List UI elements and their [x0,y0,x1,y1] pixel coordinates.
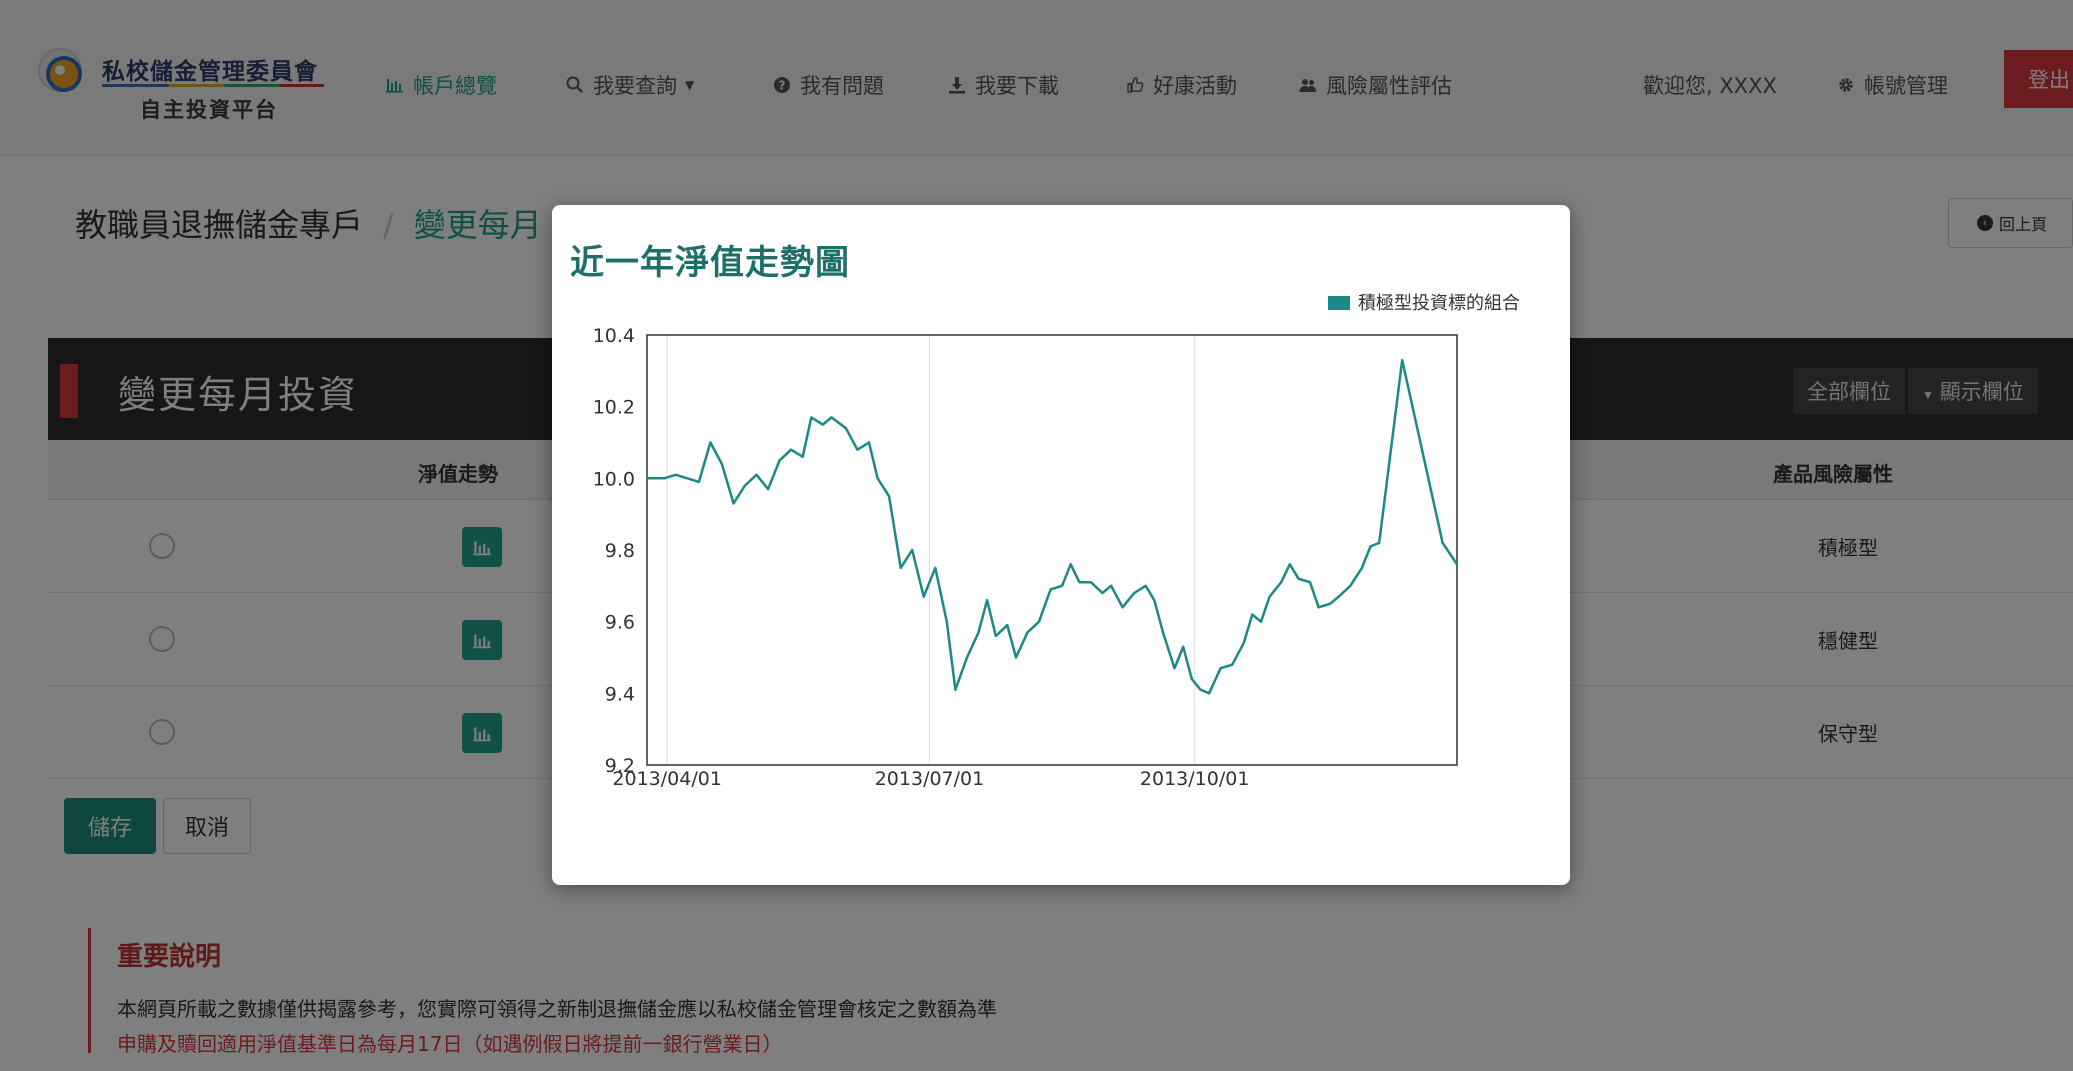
y-tick-label: 9.6 [605,612,635,634]
series-line [647,358,1459,695]
x-tick-label: 2013/04/01 [612,768,722,790]
x-tick-label: 2013/07/01 [875,768,985,790]
y-tick-label: 9.4 [605,683,635,705]
nav-line-chart: 2013/04/01 2013/07/01 2013/10/01 9.2 9.4 9.6 9… [593,293,1520,790]
nav-trend-modal: 近一年淨值走勢圖 2013/04/01 2013/07/01 2013/10/01 9… [552,205,1570,885]
legend-label: 積極型投資標的組合 [1358,293,1520,314]
legend-swatch [1328,296,1350,310]
y-tick-label: 10.4 [593,325,635,347]
y-tick-label: 9.2 [605,755,635,777]
x-tick-label: 2013/10/01 [1140,768,1250,790]
y-tick-label: 10.2 [593,397,635,419]
modal-title: 近一年淨值走勢圖 [570,243,850,283]
y-tick-label: 9.8 [605,540,635,562]
y-tick-label: 10.0 [593,468,635,490]
plot-frame [646,334,1458,766]
